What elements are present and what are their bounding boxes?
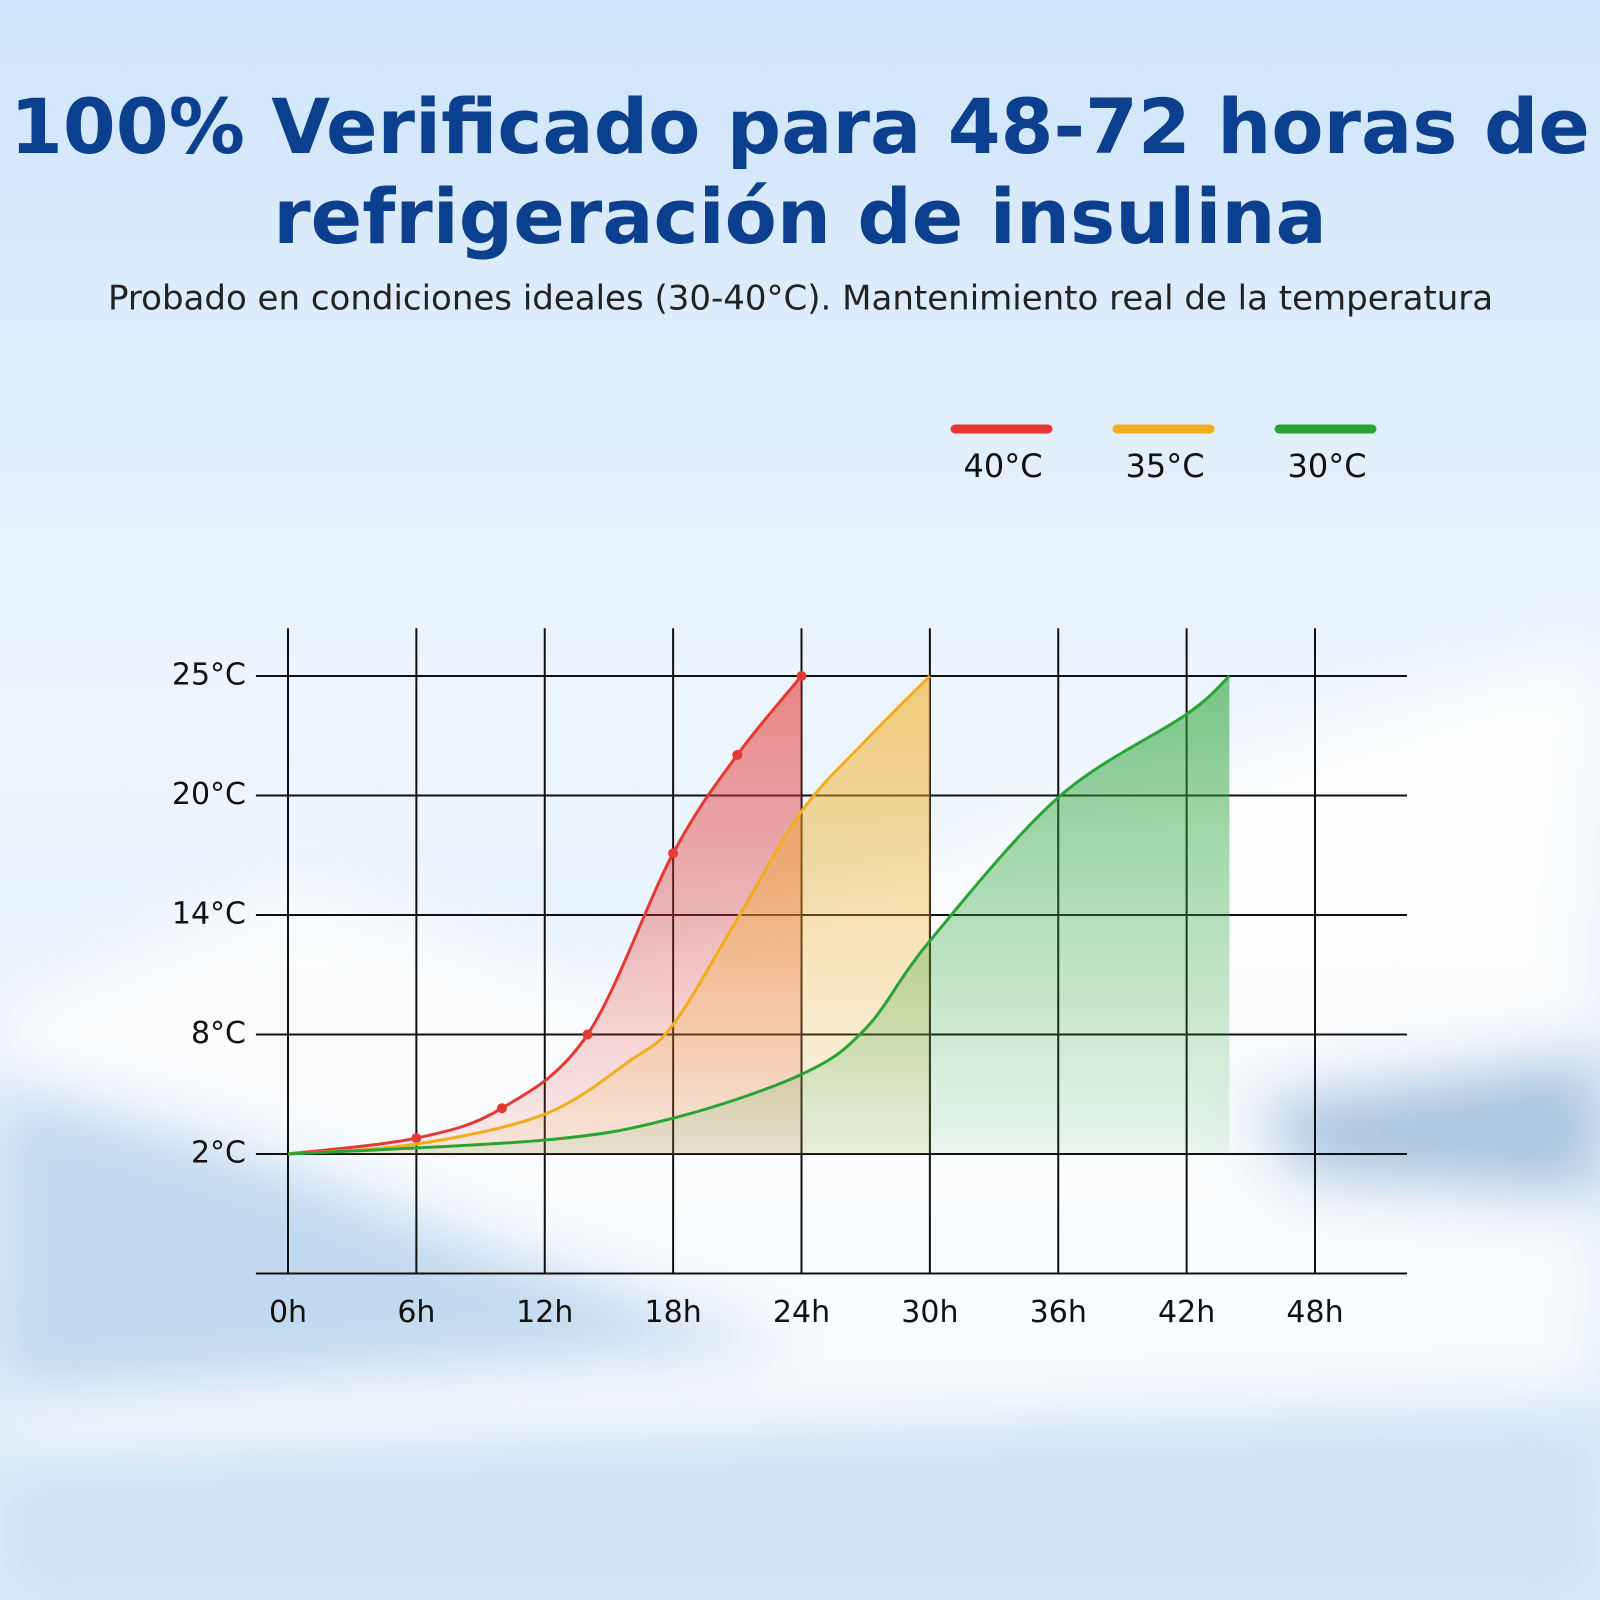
- x-tick-label: 12h: [516, 1295, 573, 1330]
- y-tick-label: 2°C: [191, 1136, 246, 1171]
- line: [287, 674, 931, 1156]
- area: [288, 676, 930, 1154]
- x-tick-label: 24h: [773, 1295, 830, 1330]
- x-tick-label: 0h: [269, 1295, 307, 1330]
- marker: [668, 848, 679, 859]
- x-tick-label: 30h: [901, 1295, 958, 1330]
- y-tick-label: 20°C: [172, 777, 246, 812]
- legend-label: 35°C: [1125, 447, 1204, 485]
- x-tick-label: 36h: [1030, 1295, 1087, 1330]
- marker: [496, 1103, 507, 1114]
- subtitle: Probado en condiciones ideales (30-40°C)…: [108, 279, 1493, 319]
- y-tick-label: 14°C: [172, 897, 246, 932]
- marker: [796, 671, 807, 681]
- x-tick-label: 18h: [645, 1295, 702, 1330]
- marker: [411, 1133, 422, 1144]
- line: [287, 674, 1231, 1156]
- y-tick-label: 8°C: [191, 1016, 246, 1051]
- title-line: 100% Verificado para 48-72 horas de: [10, 82, 1590, 171]
- legend-label: 40°C: [963, 447, 1042, 485]
- plot: 0h 6h 12h 18h 24h 30h 36h 42h 48h 2°C 8°C 14°C 20°C 2…: [172, 424, 1408, 1330]
- legend-label: 30°C: [1287, 447, 1366, 485]
- x-tick-label: 6h: [397, 1295, 435, 1330]
- area: [288, 676, 1230, 1154]
- x-tick-label: 48h: [1286, 1295, 1343, 1330]
- title-line: refrigeración de insulina: [273, 172, 1327, 261]
- marker: [732, 749, 743, 760]
- marker: [582, 1029, 593, 1040]
- x-tick-label: 42h: [1158, 1295, 1215, 1330]
- y-tick-label: 25°C: [172, 658, 246, 693]
